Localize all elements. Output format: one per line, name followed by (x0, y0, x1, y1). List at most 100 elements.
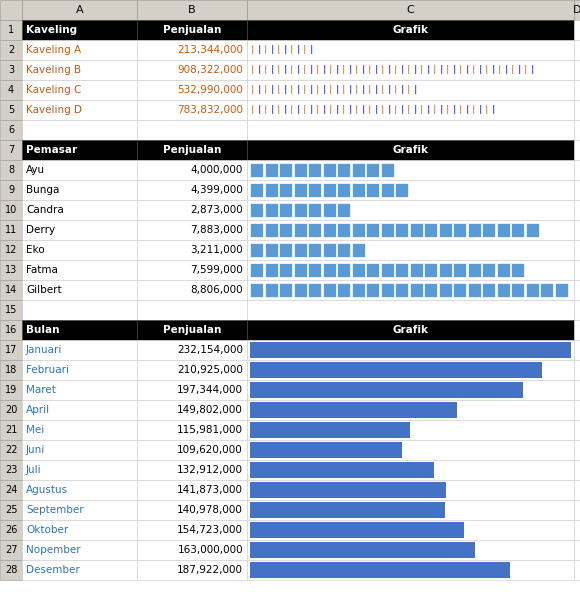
Text: |: | (302, 106, 307, 114)
Bar (137, 320, 247, 340)
Text: |: | (263, 106, 269, 114)
Bar (574, 120, 580, 140)
Bar (574, 360, 580, 380)
Text: |: | (289, 106, 295, 114)
Bar (247, 560, 574, 580)
Text: 2: 2 (8, 45, 14, 55)
Text: Kaveling C: Kaveling C (26, 85, 81, 95)
Text: 8: 8 (8, 165, 14, 175)
Text: |: | (256, 106, 262, 114)
Bar (293, 283, 306, 297)
Text: |: | (412, 65, 418, 75)
Text: 7: 7 (8, 145, 14, 155)
Bar (574, 420, 580, 440)
Text: 187,922,000: 187,922,000 (177, 565, 243, 575)
Text: |: | (465, 106, 470, 114)
Text: |: | (510, 65, 516, 75)
Bar (395, 283, 408, 297)
Bar (247, 220, 574, 240)
Bar (22, 120, 137, 140)
Text: |: | (335, 106, 340, 114)
Text: |: | (263, 86, 269, 95)
Text: Bunga: Bunga (26, 185, 59, 195)
Bar (0, 60, 22, 80)
Bar (250, 203, 263, 217)
Text: 23: 23 (5, 465, 17, 475)
Bar (247, 120, 574, 140)
Text: |: | (270, 45, 275, 54)
Text: |: | (503, 65, 509, 75)
Bar (0, 20, 22, 40)
Text: 8,806,000: 8,806,000 (190, 285, 243, 295)
Text: |: | (412, 106, 418, 114)
Bar (424, 283, 437, 297)
Bar (351, 283, 364, 297)
Text: 25: 25 (5, 505, 17, 515)
Text: |: | (282, 106, 288, 114)
Bar (337, 183, 350, 197)
Text: 783,832,000: 783,832,000 (177, 105, 243, 115)
Text: Grafik: Grafik (393, 325, 429, 335)
Text: |: | (491, 106, 496, 114)
Text: 13: 13 (5, 265, 17, 275)
Text: |: | (250, 86, 255, 95)
Text: 16: 16 (5, 325, 17, 335)
Text: B: B (188, 5, 196, 15)
Bar (424, 263, 437, 277)
Text: 908,322,000: 908,322,000 (177, 65, 243, 75)
Text: |: | (250, 45, 255, 54)
Text: |: | (380, 65, 385, 75)
Bar (137, 160, 247, 180)
Bar (279, 283, 292, 297)
Text: |: | (374, 65, 379, 75)
Bar (137, 400, 247, 420)
Bar (0, 520, 22, 540)
Text: |: | (400, 65, 405, 75)
Bar (308, 243, 321, 257)
Text: |: | (289, 65, 295, 75)
Text: |: | (412, 86, 418, 95)
Text: 24: 24 (5, 485, 17, 495)
Text: |: | (341, 86, 346, 95)
Text: |: | (315, 86, 320, 95)
Bar (482, 263, 495, 277)
Bar (0, 80, 22, 100)
Bar (22, 380, 137, 400)
Bar (250, 362, 542, 378)
Text: 2,873,000: 2,873,000 (190, 205, 243, 215)
Text: |: | (471, 65, 476, 75)
Bar (247, 80, 574, 100)
Text: |: | (354, 106, 360, 114)
Bar (247, 380, 574, 400)
Bar (337, 243, 350, 257)
Bar (22, 180, 137, 200)
Bar (264, 203, 277, 217)
Text: |: | (347, 86, 353, 95)
Bar (22, 360, 137, 380)
Bar (293, 263, 306, 277)
Text: 141,873,000: 141,873,000 (177, 485, 243, 495)
Bar (250, 342, 571, 358)
Text: |: | (438, 106, 444, 114)
Bar (22, 40, 137, 60)
Text: Juli: Juli (26, 465, 42, 475)
Text: |: | (263, 65, 269, 75)
Bar (574, 40, 580, 60)
Bar (264, 283, 277, 297)
Bar (453, 283, 466, 297)
Text: |: | (256, 86, 262, 95)
Bar (308, 163, 321, 177)
Bar (22, 100, 137, 120)
Bar (22, 340, 137, 360)
Text: Derry: Derry (26, 225, 55, 235)
Text: Fatma: Fatma (26, 265, 58, 275)
Text: 19: 19 (5, 385, 17, 395)
Bar (247, 400, 574, 420)
Text: |: | (256, 65, 262, 75)
Bar (247, 300, 574, 320)
Text: |: | (309, 65, 314, 75)
Bar (264, 183, 277, 197)
Bar (0, 160, 22, 180)
Bar (574, 560, 580, 580)
Bar (438, 223, 451, 237)
